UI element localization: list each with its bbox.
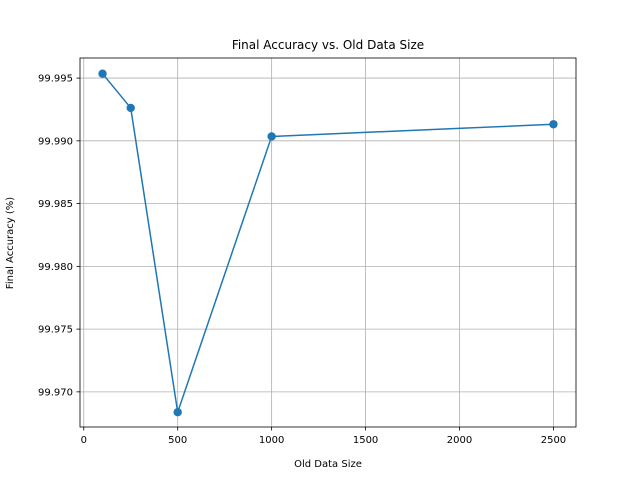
y-tick-label: 99.995 xyxy=(38,74,73,85)
y-tick-label: 99.985 xyxy=(38,199,73,210)
y-tick-label: 99.980 xyxy=(38,262,73,273)
data-point xyxy=(173,407,182,417)
y-axis-ticks: 99.970 99.975 99.980 99.985 99.990 99.995 xyxy=(38,74,80,398)
data-point xyxy=(267,132,276,141)
data-point xyxy=(98,69,107,78)
x-tick-label: 0 xyxy=(81,435,87,446)
y-tick-label: 99.990 xyxy=(38,136,73,147)
y-tick-label: 99.975 xyxy=(38,325,73,336)
data-point xyxy=(549,120,558,129)
y-axis-label: Final Accuracy (%) xyxy=(5,197,16,289)
x-tick-label: 2000 xyxy=(447,435,472,446)
x-tick-label: 500 xyxy=(168,435,187,446)
x-tick-label: 2500 xyxy=(541,435,566,446)
x-tick-label: 1500 xyxy=(353,435,378,446)
x-axis-ticks: 0 500 1000 1500 2000 2500 xyxy=(81,427,566,446)
x-tick-label: 1000 xyxy=(259,435,284,446)
chart-title: Final Accuracy vs. Old Data Size xyxy=(232,38,424,52)
x-axis-label: Old Data Size xyxy=(294,459,362,470)
y-tick-label: 99.970 xyxy=(38,387,73,398)
data-point xyxy=(126,103,135,113)
grid-lines xyxy=(80,58,576,427)
plot-area-frame xyxy=(79,57,577,428)
data-series xyxy=(98,69,558,417)
